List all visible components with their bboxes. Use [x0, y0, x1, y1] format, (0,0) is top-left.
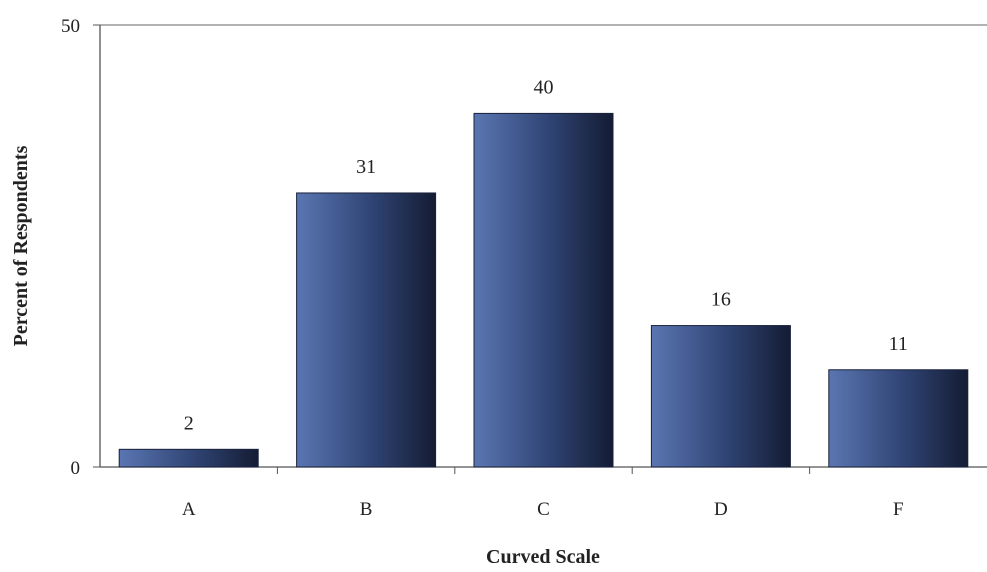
bar-F — [828, 369, 969, 468]
bar-D — [650, 325, 791, 468]
x-tick-label-B: B — [360, 499, 373, 520]
bars-group: 2 31 40 16 11 — [118, 76, 969, 468]
x-axis-title: Curved Scale — [486, 546, 600, 568]
data-label-D: 16 — [711, 289, 731, 311]
bar-A — [118, 448, 259, 468]
y-tick-label: 50 — [61, 16, 80, 37]
x-tick-label-A: A — [182, 499, 196, 520]
data-label-A: 2 — [184, 412, 194, 434]
x-tick-label-F: F — [893, 499, 904, 520]
y-tick-label: 0 — [71, 458, 81, 479]
data-label-C: 40 — [534, 76, 554, 98]
bar-C — [473, 112, 614, 468]
y-axis-title: Percent of Respondents — [10, 145, 32, 346]
data-label-B: 31 — [356, 156, 376, 178]
bar-B — [296, 192, 437, 468]
ticks-group: 0 50 A B C D F — [61, 16, 904, 520]
x-tick-label-D: D — [714, 499, 728, 520]
data-label-F: 11 — [889, 333, 908, 355]
x-tick-label-C: C — [537, 499, 550, 520]
